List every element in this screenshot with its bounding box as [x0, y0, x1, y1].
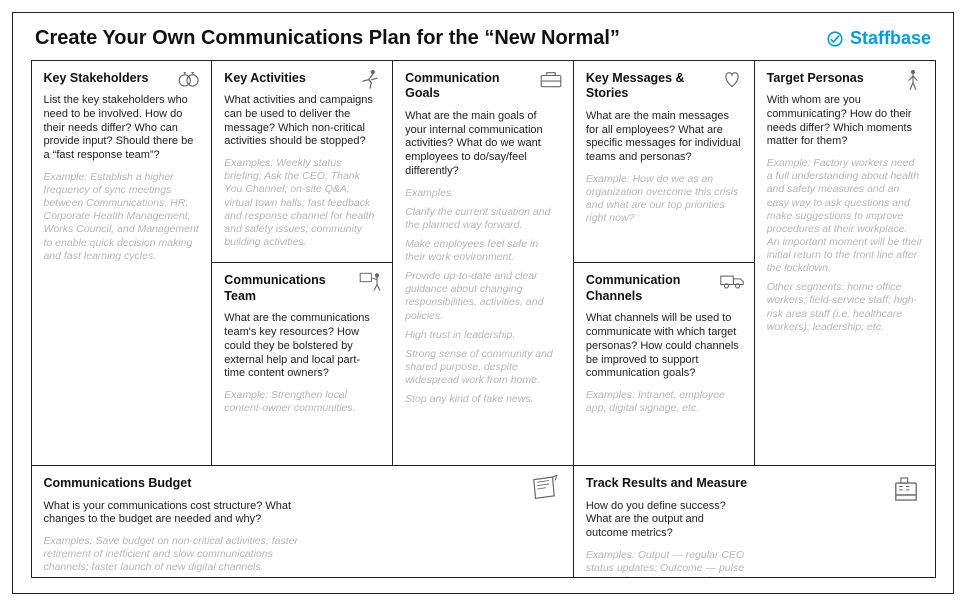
- register-icon: [889, 474, 923, 504]
- cell-example: Example: Strengthen local content-owner …: [224, 389, 380, 415]
- cell-body: What are the main messages for all emplo…: [586, 110, 742, 165]
- cell-example: Example: Establish a higher frequency of…: [44, 171, 200, 263]
- cell-example-item: Stop any kind of fake news.: [405, 393, 561, 406]
- cell-body: With whom are you communicating? How do …: [767, 94, 923, 149]
- cell-heading: Track Results and Measure: [586, 476, 865, 492]
- cell-communications-team: Communications Team What are the communi…: [211, 262, 393, 466]
- cell-body: What are the communications team's key r…: [224, 312, 380, 381]
- cell-communications-budget: Communications Budget What is your commu…: [31, 465, 574, 578]
- cell-example: Examples: Output — regular CEO status up…: [586, 549, 748, 578]
- cell-body: What are the main goals of your internal…: [405, 110, 561, 179]
- runner-icon: [356, 67, 384, 91]
- cell-example: Example: Factory workers need a full und…: [767, 157, 923, 275]
- canvas-page: Create Your Own Communications Plan for …: [12, 12, 954, 594]
- cell-track-results: Track Results and Measure How do you def…: [573, 465, 936, 578]
- brand-logo-icon: [826, 30, 844, 48]
- cell-body: What activities and campaigns can be use…: [224, 94, 380, 149]
- briefcase-icon: [537, 67, 565, 91]
- cell-example: Examples: Intranet, employee app, digita…: [586, 389, 742, 415]
- cell-example-item: High trust in leadership.: [405, 329, 561, 342]
- cell-target-personas: Target Personas With whom are you commun…: [754, 60, 936, 466]
- paper-icon: [527, 474, 561, 504]
- cell-key-messages: Key Messages & Stories What are the main…: [573, 60, 755, 264]
- cell-example-item: Clarify the current situation and the pl…: [405, 206, 561, 232]
- cell-example-item: Make employees feel safe in their work e…: [405, 238, 561, 264]
- cell-example-item: Provide up-to-date and clear guidance ab…: [405, 270, 561, 323]
- cell-example: Examples: Save budget on non-critical ac…: [44, 535, 310, 574]
- brand-name: Staffbase: [850, 28, 931, 49]
- heart-icon: [718, 67, 746, 91]
- cell-example-2: Other segments: home office workers; fie…: [767, 281, 923, 334]
- cell-communication-goals: Communication Goals What are the main go…: [392, 60, 574, 466]
- cell-example: Examples: Weekly status briefing; Ask th…: [224, 157, 380, 249]
- header: Create Your Own Communications Plan for …: [31, 27, 935, 50]
- cell-body: List the key stakeholders who need to be…: [44, 94, 200, 163]
- page-title: Create Your Own Communications Plan for …: [35, 27, 620, 50]
- rings-icon: [175, 67, 203, 91]
- cell-key-stakeholders: Key Stakeholders List the key stakeholde…: [31, 60, 213, 466]
- cell-example-label: Examples:: [405, 187, 561, 200]
- cell-example: Example: How do we as an organization ov…: [586, 173, 742, 226]
- cell-key-activities: Key Activities What activities and campa…: [211, 60, 393, 264]
- canvas-grid: Key Stakeholders List the key stakeholde…: [31, 60, 935, 577]
- cell-example-item: Strong sense of community and shared pur…: [405, 348, 561, 387]
- cell-body: How do you define success? What are the …: [586, 500, 748, 541]
- brand: Staffbase: [826, 28, 931, 49]
- presenter-icon: [356, 269, 384, 293]
- cell-communication-channels: Communication Channels What channels wil…: [573, 262, 755, 466]
- truck-icon: [718, 269, 746, 293]
- cell-heading: Communications Budget: [44, 476, 503, 492]
- cell-body: What channels will be used to communicat…: [586, 312, 742, 381]
- person-icon: [899, 67, 927, 91]
- cell-body: What is your communications cost structu…: [44, 500, 310, 528]
